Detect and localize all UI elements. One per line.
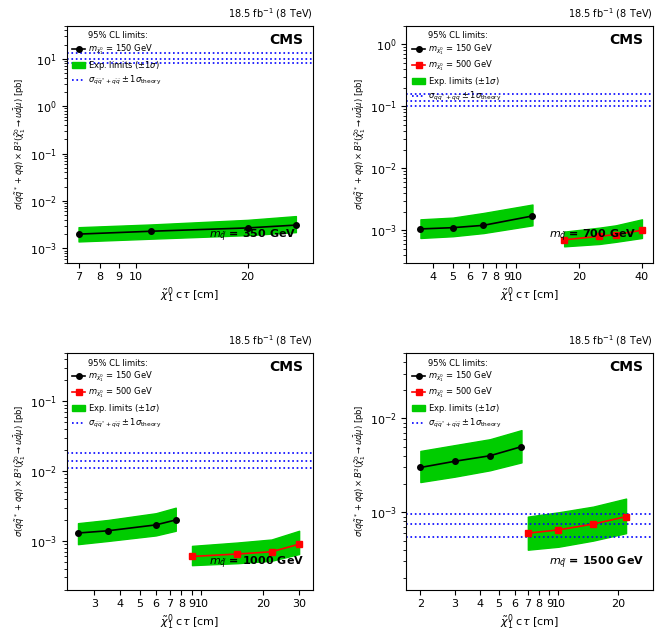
X-axis label: $\tilde{\chi}_1^0$ c$\tau$ [cm]: $\tilde{\chi}_1^0$ c$\tau$ [cm] xyxy=(500,285,559,304)
Text: 18.5 fb$^{-1}$ (8 TeV): 18.5 fb$^{-1}$ (8 TeV) xyxy=(228,6,313,21)
X-axis label: $\tilde{\chi}_1^0$ c$\tau$ [cm]: $\tilde{\chi}_1^0$ c$\tau$ [cm] xyxy=(500,612,559,632)
Text: $m_{\tilde{q}}$ = 350 GeV: $m_{\tilde{q}}$ = 350 GeV xyxy=(209,228,297,244)
Text: CMS: CMS xyxy=(609,33,643,47)
Text: CMS: CMS xyxy=(269,360,303,374)
Legend: 95% CL limits:, $m_{\tilde{\chi}_1^0}$ = 150 GeV, $m_{\tilde{\chi}_1^0}$ = 500 G: 95% CL limits:, $m_{\tilde{\chi}_1^0}$ =… xyxy=(71,357,163,432)
Y-axis label: $\sigma(\widetilde{q}\tilde{q}^*+\widetilde{q}\widetilde{q}) \times B^2(\tilde{\: $\sigma(\widetilde{q}\tilde{q}^*+\wideti… xyxy=(13,405,29,538)
Text: 18.5 fb$^{-1}$ (8 TeV): 18.5 fb$^{-1}$ (8 TeV) xyxy=(568,333,653,348)
Y-axis label: $\sigma(\widetilde{q}\tilde{q}^*+\widetilde{q}\widetilde{q}) \times B^2(\tilde{\: $\sigma(\widetilde{q}\tilde{q}^*+\wideti… xyxy=(13,78,29,210)
Text: 18.5 fb$^{-1}$ (8 TeV): 18.5 fb$^{-1}$ (8 TeV) xyxy=(228,333,313,348)
Legend: 95% CL limits:, $m_{\tilde{\chi}_1^0}$ = 150 GeV, $m_{\tilde{\chi}_1^0}$ = 500 G: 95% CL limits:, $m_{\tilde{\chi}_1^0}$ =… xyxy=(411,30,503,105)
X-axis label: $\tilde{\chi}_1^0$ c$\tau$ [cm]: $\tilde{\chi}_1^0$ c$\tau$ [cm] xyxy=(161,285,219,304)
Y-axis label: $\sigma(\widetilde{q}\tilde{q}^*+\widetilde{q}\widetilde{q}) \times B^2(\tilde{\: $\sigma(\widetilde{q}\tilde{q}^*+\wideti… xyxy=(353,405,368,538)
Text: $m_{\tilde{q}}$ = 1000 GeV: $m_{\tilde{q}}$ = 1000 GeV xyxy=(209,554,304,570)
Legend: 95% CL limits:, $m_{\tilde{\chi}_1^0}$ = 150 GeV, Exp. limits ($\pm 1\sigma$), $: 95% CL limits:, $m_{\tilde{\chi}_1^0}$ =… xyxy=(71,30,163,88)
Y-axis label: $\sigma(\widetilde{q}\tilde{q}^*+\widetilde{q}\widetilde{q}) \times B^2(\tilde{\: $\sigma(\widetilde{q}\tilde{q}^*+\wideti… xyxy=(353,78,368,210)
Text: CMS: CMS xyxy=(609,360,643,374)
X-axis label: $\tilde{\chi}_1^0$ c$\tau$ [cm]: $\tilde{\chi}_1^0$ c$\tau$ [cm] xyxy=(161,612,219,632)
Text: 18.5 fb$^{-1}$ (8 TeV): 18.5 fb$^{-1}$ (8 TeV) xyxy=(568,6,653,21)
Legend: 95% CL limits:, $m_{\tilde{\chi}_1^0}$ = 150 GeV, $m_{\tilde{\chi}_1^0}$ = 500 G: 95% CL limits:, $m_{\tilde{\chi}_1^0}$ =… xyxy=(411,357,503,432)
Text: $m_{\tilde{q}}$ = 1500 GeV: $m_{\tilde{q}}$ = 1500 GeV xyxy=(549,554,645,570)
Text: $m_{\tilde{q}}$ = 700 GeV: $m_{\tilde{q}}$ = 700 GeV xyxy=(549,228,637,244)
Text: CMS: CMS xyxy=(269,33,303,47)
